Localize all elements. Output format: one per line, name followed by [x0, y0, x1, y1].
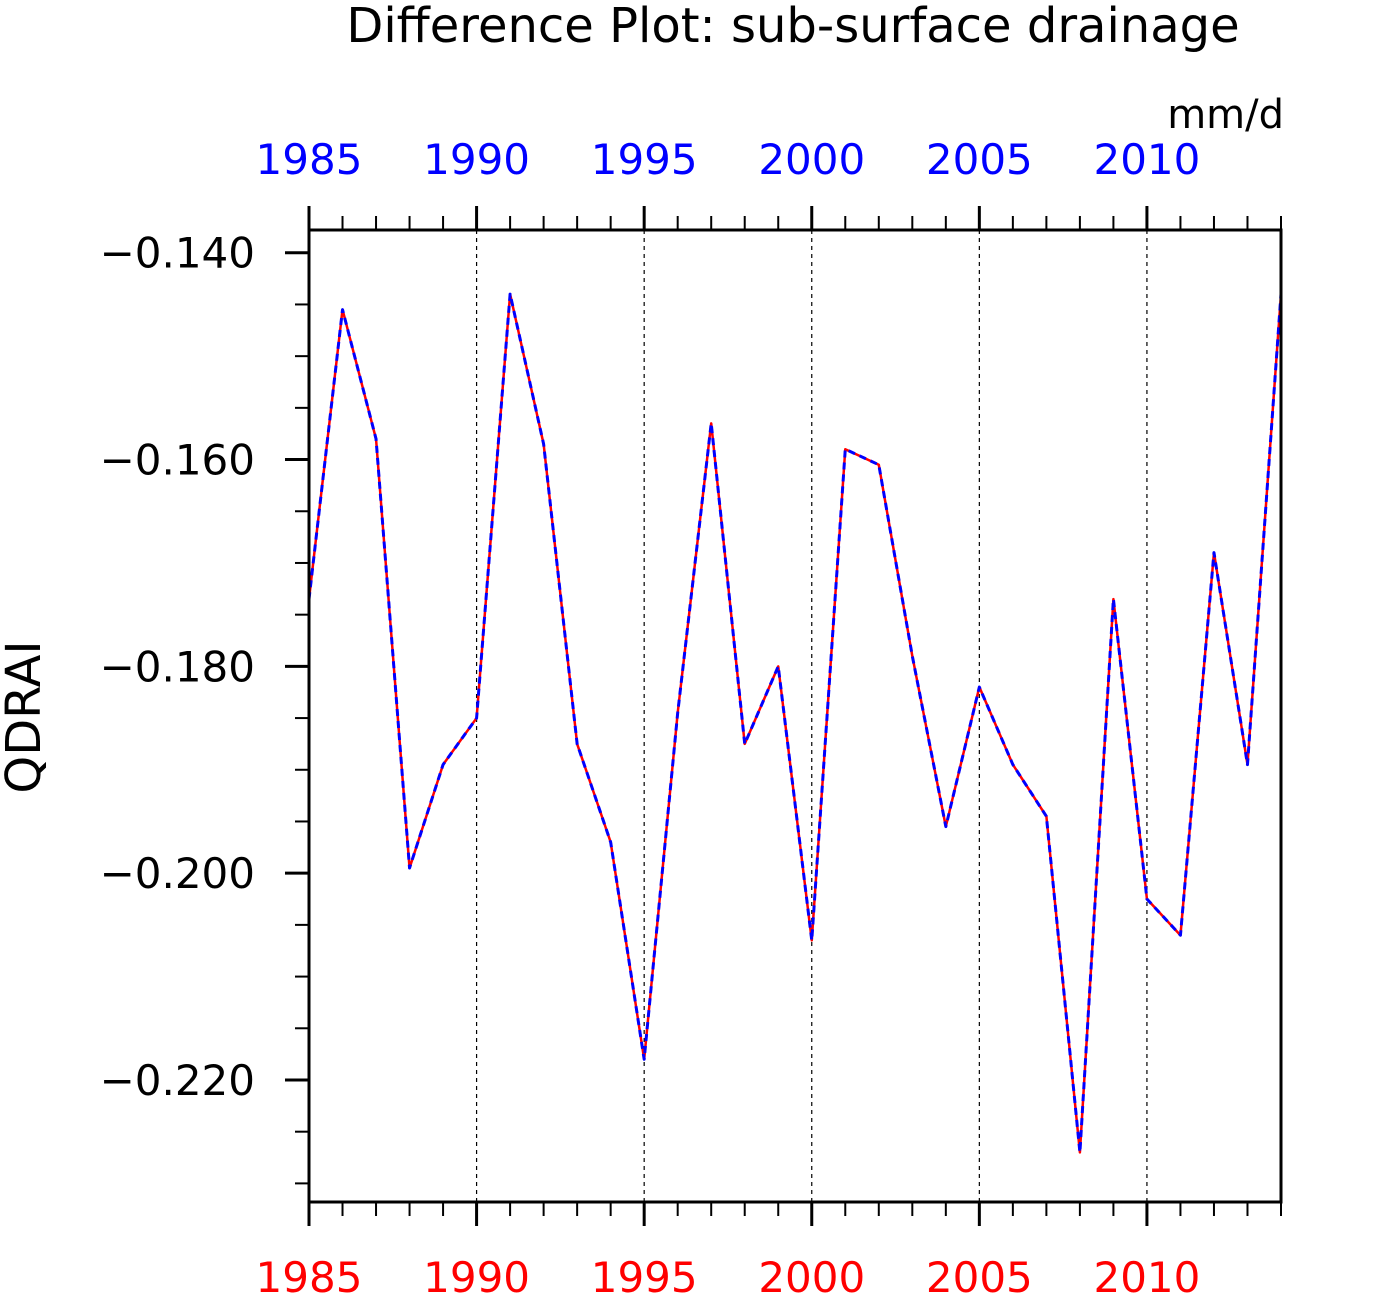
x-tick-label-top: 1995	[591, 135, 698, 184]
y-tick-label: −0.200	[100, 849, 255, 898]
y-tick-label: −0.160	[100, 436, 255, 485]
series-line-blue	[307, 292, 1283, 1154]
x-tick-label-top: 1990	[423, 135, 530, 184]
x-tick-label-bottom: 2005	[926, 1253, 1033, 1293]
units-label: mm/d	[1167, 92, 1284, 138]
x-tick-label-bottom: 1990	[423, 1253, 530, 1293]
tick-labels: 1985 1985 1990 1990 1995 1995 2000 2000 2005 2005…	[100, 135, 1201, 1298]
grid-lines	[475, 230, 1148, 1202]
chart-title: Difference Plot: sub-surface drainage	[346, 0, 1239, 54]
axes	[285, 206, 1283, 1226]
x-tick-label-top: 2005	[926, 135, 1033, 184]
x-tick-label-bottom: 1995	[591, 1253, 698, 1293]
plot-frame	[307, 228, 1283, 1204]
x-tick-label-bottom: 2010	[1093, 1253, 1200, 1293]
x-tick-label-top: 2000	[758, 135, 865, 184]
x-tick-label-top: 1985	[256, 135, 363, 184]
x-tick-label-bottom: 1985	[256, 1253, 363, 1293]
x-tick-label-top: 2010	[1093, 135, 1200, 184]
y-tick-label: −0.220	[100, 1056, 255, 1105]
series-lines	[307, 292, 1283, 1154]
y-tick-label: −0.180	[100, 642, 255, 691]
y-tick-label: −0.140	[100, 229, 255, 278]
x-tick-label-bottom: 2000	[758, 1253, 865, 1293]
y-axis-label: QDRAI	[0, 640, 52, 793]
